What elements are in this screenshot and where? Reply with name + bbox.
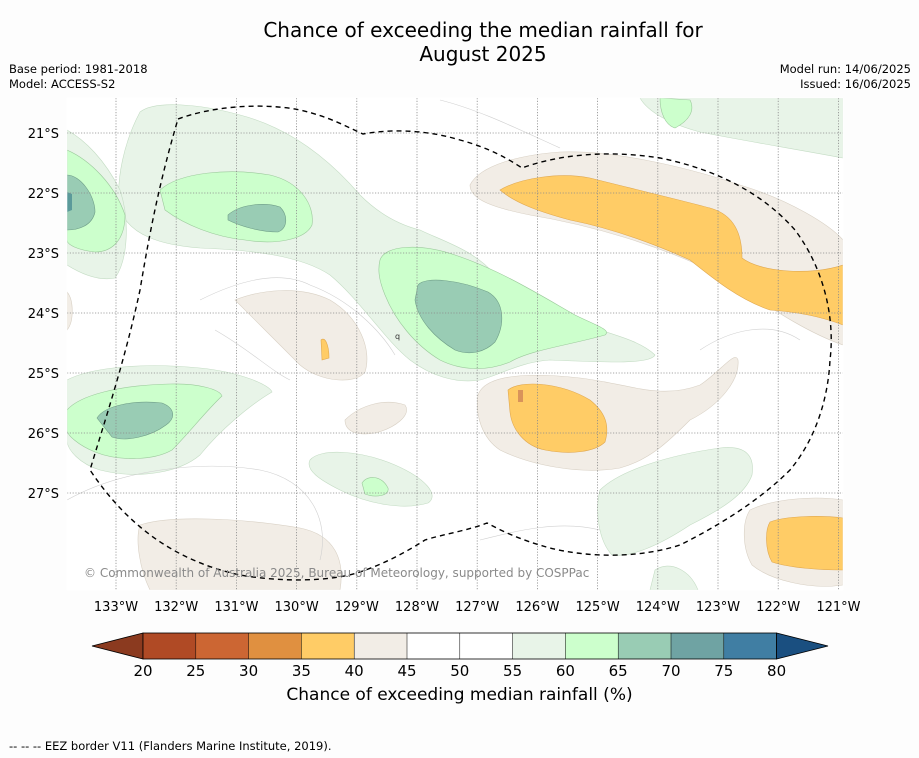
colorbar-swatch: [301, 633, 355, 659]
colorbar-swatch: [459, 633, 513, 659]
colorbar-tick-label: 35: [292, 662, 311, 680]
colorbar-tick-label: 55: [503, 662, 522, 680]
meta-right: Model run: 14/06/2025 Issued: 16/06/2025: [780, 62, 911, 92]
colorbar-tick-label: 40: [345, 662, 364, 680]
lat-label: 22°S: [28, 187, 59, 202]
colorbar-label: Chance of exceeding median rainfall (%): [286, 685, 633, 705]
base-period-text: Base period: 1981-2018: [9, 62, 148, 76]
lon-label: 130°W: [275, 600, 319, 615]
colorbar-tick-label: 20: [133, 662, 152, 680]
teal-zone-north: [227, 204, 287, 233]
teal-zone-center: [414, 279, 502, 354]
colorbar-ticks: 20 25 30 35 40 45 50 55 60 65 70 75 80: [133, 662, 786, 680]
colorbar-tick-label: 60: [556, 662, 575, 680]
map-plot-area: q © Commonwealth of Australia 2025, Bure…: [67, 98, 843, 590]
colorbar-swatch: [618, 633, 671, 659]
colorbar-extend-low: [91, 632, 144, 660]
contour-line: [439, 99, 561, 149]
lon-axis-labels: 133°W 132°W 131°W 130°W 129°W 128°W 127°W 126°W…: [94, 600, 861, 615]
colorbar-tick-label: 65: [609, 662, 628, 680]
colorbar-swatch: [195, 633, 249, 659]
lon-label: 128°W: [395, 600, 439, 615]
meta-left: Base period: 1981-2018 Model: ACCESS-S2: [9, 62, 148, 92]
copyright-text: © Commonwealth of Australia 2025, Bureau…: [84, 566, 589, 580]
map-title: Chance of exceeding the median rainfall …: [0, 18, 919, 66]
colorbar-tick-label: 75: [714, 662, 733, 680]
lon-label: 122°W: [756, 600, 800, 615]
lon-label: 124°W: [636, 600, 680, 615]
lat-label: 27°S: [28, 487, 59, 502]
colorbar-tick-label: 25: [186, 662, 205, 680]
stray-label: q: [395, 332, 400, 341]
contour-line: [67, 465, 323, 561]
pale-green-zone-se: [597, 447, 753, 556]
rainfall-map: q © Commonwealth of Australia 2025, Bure…: [28, 97, 861, 680]
lon-label: 126°W: [515, 600, 559, 615]
lat-axis-labels: 21°S 22°S 23°S 24°S 25°S 26°S 27°S: [28, 127, 59, 502]
teal-zones: [67, 174, 502, 440]
dark-orange-speck: [518, 390, 523, 402]
teal-zone-sw: [96, 401, 173, 440]
eez-border: [89, 105, 832, 581]
model-run-text: Model run: 14/06/2025: [779, 62, 911, 76]
colorbar-swatch: [671, 633, 724, 659]
lon-label: 121°W: [816, 600, 860, 615]
model-text: Model: ACCESS-S2: [9, 77, 116, 91]
colorbar-swatch: [723, 633, 777, 659]
lat-label: 21°S: [28, 127, 59, 142]
colorbar-swatch: [143, 633, 196, 659]
lat-label: 26°S: [28, 427, 59, 442]
contour-line: [699, 328, 801, 351]
contour-line: [479, 525, 601, 541]
gridlines: [67, 98, 843, 590]
lon-label: 131°W: [214, 600, 258, 615]
colorbar-swatch: [565, 633, 619, 659]
colorbar-swatch: [407, 633, 460, 659]
orange-zone-small: [320, 338, 330, 361]
lon-label: 127°W: [455, 600, 499, 615]
colorbar-tick-label: 50: [450, 662, 469, 680]
contour-line: [199, 277, 396, 356]
contour-lines: [67, 99, 801, 561]
colorbar-swatch: [248, 633, 302, 659]
orange-zone-center-east: [507, 383, 608, 453]
issued-text: Issued: 16/06/2025: [800, 77, 911, 91]
plot-frame: [66, 97, 844, 591]
colorbar-tick-label: 30: [239, 662, 258, 680]
colorbar-swatch: [354, 633, 407, 659]
orange-zone-southeast: [766, 516, 843, 571]
eez-legend-footer: -- -- -- EEZ border V11 (Flanders Marine…: [9, 739, 332, 753]
lon-label: 125°W: [576, 600, 620, 615]
title-line-1: Chance of exceeding the median rainfall …: [263, 18, 703, 42]
lat-label: 23°S: [28, 247, 59, 262]
colorbar-tick-label: 45: [397, 662, 416, 680]
colorbar-tick-label: 70: [661, 662, 680, 680]
lon-label: 132°W: [154, 600, 198, 615]
orange-zones: [320, 175, 843, 571]
title-line-2: August 2025: [419, 42, 547, 66]
contour-line: [214, 329, 291, 381]
beige-zone-small: [344, 402, 407, 435]
dark-teal-patch: [67, 192, 72, 212]
green-zones: [67, 98, 693, 497]
colorbar-extend-high: [776, 632, 829, 660]
teal-zone-west: [67, 174, 96, 231]
lon-label: 123°W: [696, 600, 740, 615]
lat-label: 25°S: [28, 367, 59, 382]
colorbar-tick-label: 80: [767, 662, 786, 680]
lat-label: 24°S: [28, 307, 59, 322]
pale-green-zone-bottom: [649, 565, 699, 590]
colorbar-swatch: [512, 633, 566, 659]
lon-label: 129°W: [335, 600, 379, 615]
green-zone-tiny: [361, 477, 389, 497]
colorbar: [91, 632, 829, 660]
lon-label: 133°W: [94, 600, 138, 615]
beige-zone-southwest: [137, 518, 342, 590]
green-zone-ne: [659, 98, 693, 129]
